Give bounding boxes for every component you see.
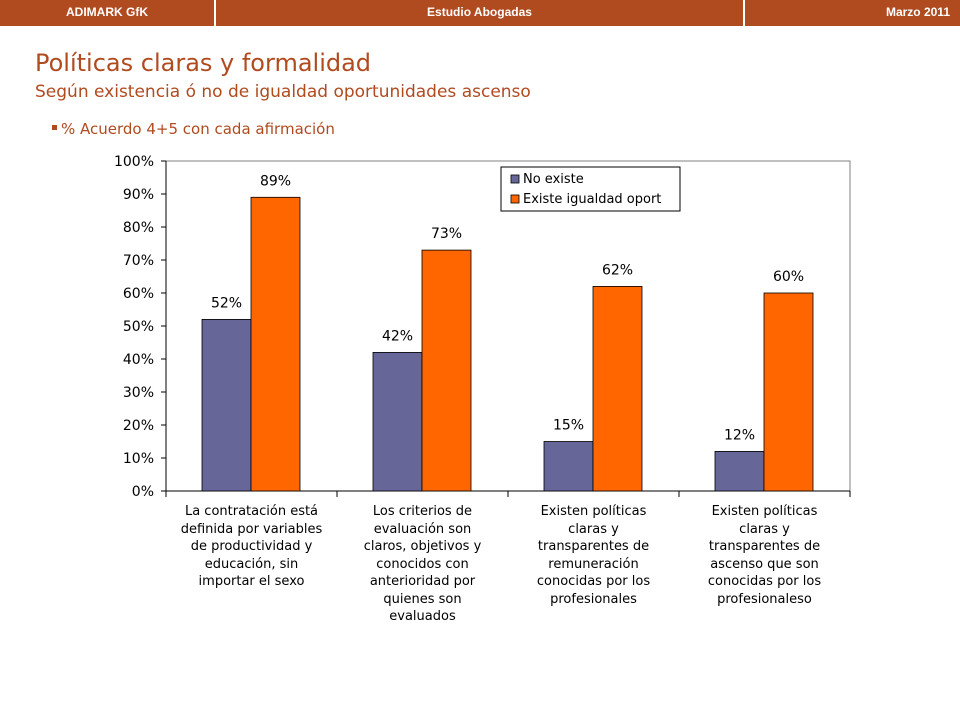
legend-entry: Existe igualdad oport [523, 192, 661, 207]
x-category-label: La contratación está definida por variabl… [172, 503, 332, 591]
y-tick-label: 0% [132, 484, 154, 500]
y-tick-label: 100% [114, 154, 154, 170]
header-divider [214, 0, 216, 26]
x-category-label-line: de productividad y [190, 539, 313, 554]
top-header-bar: ADIMARK GfK Estudio Abogadas Marzo 2011 [0, 0, 960, 26]
y-tick-label: 10% [123, 451, 154, 467]
bar [201, 318, 252, 492]
bar [250, 196, 301, 492]
bar [543, 441, 594, 492]
x-category-label-line: Los criterios de [372, 504, 473, 519]
data-label: 73% [431, 226, 462, 242]
bar [763, 292, 814, 492]
x-category-label-line: remuneración [548, 556, 639, 572]
bar [714, 450, 765, 492]
y-tick-label: 30% [123, 385, 154, 401]
page-subtitle: Según existencia ó no de igualdad oportu… [35, 82, 531, 102]
bar [592, 285, 643, 492]
bar [421, 249, 472, 492]
data-label: 52% [211, 295, 242, 311]
x-category-label-line: ascenso que son [710, 556, 819, 572]
data-label: 12% [724, 427, 755, 443]
legend-entry: No existe [523, 172, 584, 187]
data-label: 60% [773, 269, 804, 285]
y-tick-label: 90% [123, 187, 154, 203]
x-category-label-line: evaluación son [373, 521, 472, 537]
x-category-label-line: La contratación está [184, 504, 319, 519]
x-category-label-line: anterioridad por [369, 574, 476, 589]
x-category-label-line: claras y [739, 521, 790, 537]
x-category-label-line: transparentes de [708, 539, 821, 554]
bullet-square-icon [52, 125, 57, 130]
legend-swatch [510, 194, 520, 204]
x-category-label-line: claros, objetivos y [363, 539, 482, 554]
x-category-label: Existen políticas claras y transparentes d… [514, 503, 674, 608]
header-date: Marzo 2011 [885, 5, 950, 19]
bar [372, 351, 423, 492]
x-category-label: Existen políticas claras y transparentes d… [685, 503, 845, 608]
x-category-label-line: importar el sexo [198, 574, 305, 589]
x-category-label-line: definida por variables [180, 521, 323, 537]
x-category-label-line: Existen políticas [711, 504, 818, 519]
header-study: Estudio Abogadas [427, 5, 532, 19]
data-label: 15% [553, 418, 584, 434]
x-category-label-line: profesionales [550, 591, 637, 607]
x-category-label-line: transparentes de [537, 539, 650, 554]
x-category-label-line: profesionaleso [717, 591, 812, 607]
data-label: 62% [602, 262, 633, 278]
chart-caption-text: % Acuerdo 4+5 con cada afirmación [61, 120, 335, 138]
y-tick-label: 50% [123, 319, 154, 335]
x-category-label-line: evaluados [389, 609, 456, 624]
x-category-label-line: Existen políticas [540, 504, 647, 519]
y-tick-label: 70% [123, 253, 154, 269]
y-tick-label: 20% [123, 418, 154, 434]
page-title: Políticas claras y formalidad [35, 49, 372, 77]
x-category-label: Los criterios de evaluación son claros, ob… [343, 503, 503, 626]
x-category-label-line: conocidas por los [536, 574, 651, 589]
header-company: ADIMARK GfK [66, 5, 148, 19]
legend-swatch [510, 174, 520, 184]
x-category-label-line: educación, sin [204, 556, 299, 572]
x-category-label-line: claras y [568, 521, 619, 537]
y-tick-label: 40% [123, 352, 154, 368]
data-label: 42% [382, 328, 413, 344]
header-divider [743, 0, 745, 26]
chart-caption: % Acuerdo 4+5 con cada afirmación [52, 120, 335, 138]
y-tick-label: 60% [123, 286, 154, 302]
data-label: 89% [260, 173, 291, 189]
x-category-label-line: conocidas por los [707, 574, 822, 589]
y-tick-label: 80% [123, 220, 154, 236]
x-category-label-line: quienes son [383, 591, 462, 607]
x-category-label-line: conocidos con [376, 556, 469, 572]
legend-box [500, 166, 681, 212]
